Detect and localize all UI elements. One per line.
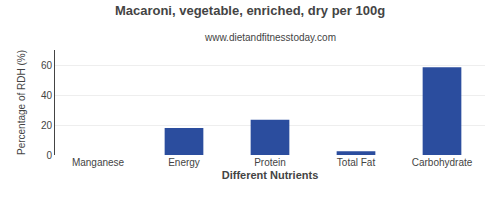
svg-text:Different Nutrients: Different Nutrients: [222, 169, 319, 181]
svg-text:Percentage of RDH (%): Percentage of RDH (%): [16, 50, 27, 155]
svg-text:Manganese: Manganese: [72, 157, 125, 168]
svg-text:Total Fat: Total Fat: [337, 157, 376, 168]
svg-text:20: 20: [41, 120, 53, 131]
svg-text:40: 40: [41, 90, 53, 101]
svg-text:Carbohydrate: Carbohydrate: [412, 157, 473, 168]
svg-text:0: 0: [46, 150, 52, 161]
svg-text:60: 60: [41, 60, 53, 71]
svg-text:Macaroni, vegetable, enriched,: Macaroni, vegetable, enriched, dry per 1…: [115, 3, 385, 18]
svg-text:Protein: Protein: [254, 157, 286, 168]
svg-text:www.dietandfitnesstoday.com: www.dietandfitnesstoday.com: [204, 32, 336, 43]
svg-text:Energy: Energy: [168, 157, 200, 168]
